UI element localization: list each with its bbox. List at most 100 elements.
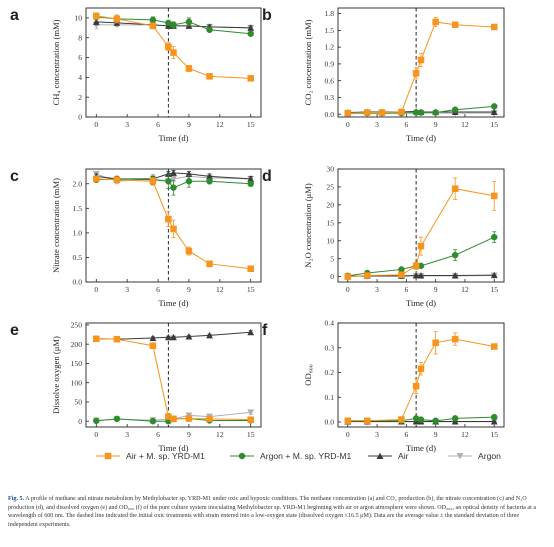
- series-air-m-sp-yrd-m1: [344, 177, 498, 280]
- data-point: [185, 65, 193, 72]
- x-tick-label: 15: [490, 120, 498, 129]
- data-point: [451, 272, 459, 279]
- data-point: [398, 266, 405, 273]
- data-point: [149, 178, 157, 185]
- y-tick-label: 0.1: [325, 393, 335, 402]
- data-point: [92, 18, 100, 25]
- series-air-m-sp-yrd-m1: [93, 12, 254, 82]
- legend-marker: [456, 453, 464, 460]
- x-tick-label: 6: [404, 285, 408, 294]
- y-tick-label: 2: [78, 93, 82, 102]
- legend-label: Air + M. sp. YRD-M1: [126, 451, 205, 461]
- data-point: [185, 415, 193, 422]
- x-tick-label: 6: [404, 430, 408, 439]
- x-axis-label: Time (d): [158, 443, 188, 453]
- data-point: [113, 415, 121, 423]
- y-tick-label: 1.2: [325, 43, 335, 52]
- data-point: [170, 175, 177, 183]
- y-tick-label: 0.2: [325, 368, 335, 377]
- data-point: [170, 333, 177, 341]
- data-point: [417, 365, 425, 373]
- data-point: [165, 178, 172, 185]
- data-point: [170, 169, 177, 176]
- y-tick-label: 6: [78, 53, 82, 62]
- y-tick-label: 0.0: [325, 418, 335, 427]
- data-point: [490, 233, 498, 241]
- data-point: [247, 416, 254, 423]
- x-tick-label: 12: [216, 430, 224, 439]
- data-point: [490, 418, 498, 425]
- x-tick-label: 3: [375, 285, 379, 294]
- x-tick-label: 9: [434, 120, 438, 129]
- y-tick-label: 8: [78, 33, 82, 42]
- chart-panel-b: b 0 3 6 9 12 15 0.0 0.3 0.6 0.9 1.2 1.5 1.8 Time (d) CO…: [262, 7, 505, 143]
- legend-label: Argon + M. sp. YRD-M1: [260, 451, 352, 461]
- x-tick-label: 0: [94, 120, 98, 129]
- y-tick-label: 0.3: [325, 343, 335, 352]
- data-point: [378, 109, 386, 116]
- data-point: [417, 416, 425, 423]
- y-tick-label: 1.5: [325, 26, 335, 35]
- x-tick-label: 15: [247, 285, 255, 294]
- x-axis-label: Time (d): [406, 133, 436, 143]
- y-tick-label: 0.6: [325, 76, 335, 85]
- y-tick-label: 0.0: [73, 278, 83, 287]
- legend-label: Argon: [478, 451, 501, 461]
- x-tick-label: 3: [125, 285, 129, 294]
- legend-marker: [104, 452, 112, 460]
- data-point: [247, 328, 255, 336]
- x-tick-label: 0: [346, 120, 350, 129]
- y-axis-label: CH₄ concentration (mM): [51, 19, 61, 105]
- panel-letter: b: [262, 7, 272, 24]
- data-point: [344, 109, 352, 117]
- chart-panel-f: f 0 3 6 9 12 15 0.0 0.1 0.2 0.3 0.4 Time (d) OD₆₀₀: [262, 319, 505, 453]
- x-tick-label: 9: [434, 285, 438, 294]
- plot-frame: [337, 322, 505, 428]
- series-line: [347, 338, 495, 422]
- data-point: [398, 108, 405, 116]
- data-point: [170, 415, 177, 423]
- data-point: [451, 185, 459, 192]
- data-point: [417, 272, 425, 279]
- data-point: [247, 75, 254, 82]
- data-point: [412, 262, 420, 270]
- data-point: [247, 409, 255, 416]
- x-tick-label: 15: [247, 120, 255, 129]
- data-point: [206, 172, 213, 180]
- x-tick-label: 15: [490, 285, 498, 294]
- data-point: [344, 417, 352, 425]
- data-point: [490, 108, 498, 115]
- data-point: [206, 415, 213, 423]
- y-tick-label: 10: [326, 236, 334, 245]
- y-axis-label: CO₂ concentration (mM): [303, 19, 313, 105]
- x-tick-label: 6: [404, 120, 408, 129]
- y-tick-label: 150: [71, 359, 83, 368]
- y-tick-label: 0.5: [73, 253, 83, 262]
- x-axis-label: Time (d): [158, 133, 188, 143]
- data-point: [451, 335, 459, 343]
- plot-frame: [337, 7, 505, 118]
- data-point: [451, 251, 459, 259]
- x-tick-label: 12: [461, 285, 469, 294]
- series-line: [96, 331, 251, 340]
- panel-letter: a: [10, 7, 19, 24]
- data-point: [247, 265, 254, 272]
- data-point: [93, 335, 100, 343]
- y-tick-label: 0: [78, 113, 82, 122]
- data-point: [432, 18, 439, 26]
- x-tick-label: 9: [187, 285, 191, 294]
- data-point: [93, 175, 100, 183]
- x-axis-label: Time (d): [406, 298, 436, 308]
- series-line: [347, 21, 495, 114]
- x-tick-label: 3: [375, 120, 379, 129]
- legend: Air + M. sp. YRD-M1 Argon + M. sp. YRD-M1…: [96, 451, 501, 461]
- series-air-m-sp-yrd-m1: [93, 335, 254, 423]
- data-point: [490, 413, 498, 421]
- x-tick-label: 6: [156, 285, 160, 294]
- series-air-m-sp-yrd-m1: [344, 331, 498, 425]
- data-point: [113, 176, 121, 184]
- y-axis-label: Dissolve oxygen (μM): [51, 336, 61, 414]
- legend-item: Air: [368, 451, 409, 461]
- data-point: [412, 70, 420, 77]
